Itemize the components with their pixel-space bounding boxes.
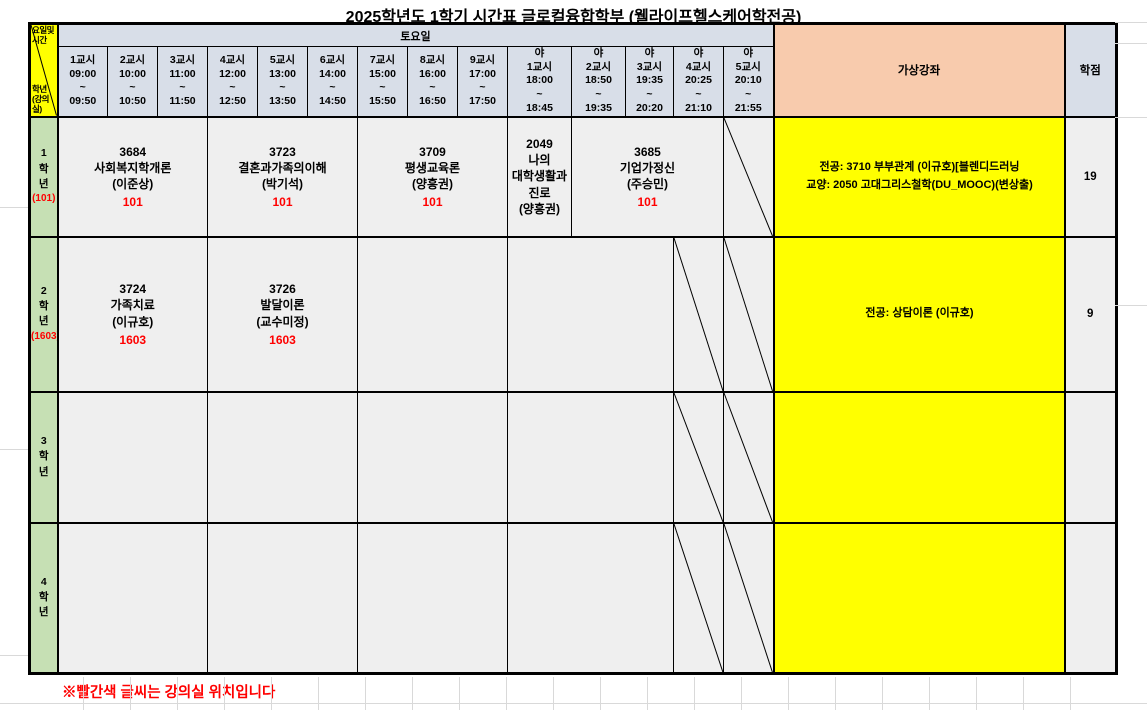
empty-cell bbox=[207, 391, 358, 524]
empty-cell bbox=[57, 522, 208, 674]
credits-cell: 19 bbox=[1064, 116, 1117, 238]
diagonal-line bbox=[674, 524, 723, 673]
course-room: 101 bbox=[272, 195, 293, 210]
course-cell: 3726 발달이론 (교수미정) 1603 bbox=[207, 236, 358, 393]
grade-label: 3 학 년 bbox=[38, 435, 49, 478]
grade-label: 1 학 년 bbox=[38, 147, 49, 190]
virtual-course-cell bbox=[772, 522, 1066, 674]
course-text: 2049 나의 대학생활과 진로 (양흥권) bbox=[511, 137, 568, 216]
empty-slashed-cell bbox=[673, 522, 724, 674]
course-room: 101 bbox=[637, 195, 658, 210]
period-header-night-1: 야 1교시 18:00 ~ 18:45 bbox=[507, 46, 572, 118]
grade-room-label: (1603) bbox=[31, 330, 58, 342]
credits-column-header: 학점 bbox=[1064, 23, 1117, 118]
diagonal-line bbox=[724, 393, 773, 522]
credits-cell bbox=[1064, 391, 1117, 524]
course-room: 1603 bbox=[269, 332, 296, 347]
diagonal-line bbox=[724, 118, 773, 236]
period-header-1: 1교시 09:00 ~ 09:50 bbox=[57, 46, 108, 118]
empty-slashed-cell bbox=[723, 522, 775, 674]
header-row-day: 요일및시간 학년 (강의실) 토요일 가상강좌 학점 bbox=[29, 23, 1117, 118]
empty-cell bbox=[357, 236, 508, 393]
empty-cell bbox=[507, 236, 674, 393]
course-room: 1603 bbox=[119, 332, 147, 347]
grade-4-row: 4 학 년 bbox=[29, 522, 1117, 674]
period-header-6: 6교시 14:00 ~ 14:50 bbox=[307, 46, 358, 118]
virtual-course-cell: 전공: 3710 부부관계 (이규호)[블렌디드러닝 교양: 2050 고대그리… bbox=[772, 116, 1066, 238]
red-text-legend-note: ※빨간색 글씨는 강의실 위치입니다 bbox=[62, 685, 276, 701]
grade-label: 4 학 년 bbox=[38, 575, 49, 619]
diagonal-line bbox=[724, 524, 773, 673]
empty-cell bbox=[207, 522, 358, 674]
virtual-course-text: 전공: 상담이론 (이규호) bbox=[865, 307, 974, 320]
course-text: 3724 가족치료 (이규호) bbox=[110, 282, 155, 329]
course-cell: 3685 기업가정신 (주승민) 101 bbox=[571, 116, 724, 238]
course-cell: 3724 가족치료 (이규호) 1603 bbox=[57, 236, 208, 393]
course-text: 3684 사회복지학개론 (이준상) bbox=[94, 144, 172, 192]
course-cell: 3684 사회복지학개론 (이준상) 101 bbox=[57, 116, 208, 238]
diagonal-line bbox=[674, 393, 723, 522]
virtual-course-cell bbox=[772, 391, 1066, 524]
period-header-2: 2교시 10:00 ~ 10:50 bbox=[107, 46, 158, 118]
diagonal-line bbox=[724, 238, 773, 391]
grade-2-row: 2 학 년 (1603) 3724 가족치료 (이규호) 1603 3726 발… bbox=[29, 236, 1117, 393]
empty-cell bbox=[357, 522, 508, 674]
empty-slashed-cell bbox=[723, 391, 775, 524]
empty-slashed-cell bbox=[673, 236, 724, 393]
course-cell: 3723 결혼과가족의이해 (박기석) 101 bbox=[207, 116, 358, 238]
corner-label-top: 요일및시간 bbox=[32, 25, 54, 45]
period-header-7: 7교시 15:00 ~ 15:50 bbox=[357, 46, 408, 118]
corner-cell: 요일및시간 학년 (강의실) bbox=[29, 23, 59, 118]
virtual-course-cell: 전공: 상담이론 (이규호) bbox=[772, 236, 1066, 393]
empty-cell bbox=[357, 391, 508, 524]
timetable: 요일및시간 학년 (강의실) 토요일 가상강좌 학점 1교시 09:00 ~ 0… bbox=[28, 22, 1118, 675]
empty-slashed-cell bbox=[723, 116, 775, 238]
course-text: 3723 결혼과가족의이해 (박기석) bbox=[238, 144, 327, 192]
virtual-course-column-header: 가상강좌 bbox=[772, 23, 1066, 118]
period-header-night-2: 야 2교시 18:50 ~ 19:35 bbox=[571, 46, 626, 118]
period-header-night-5: 야 5교시 20:10 ~ 21:55 bbox=[723, 46, 775, 118]
empty-cell bbox=[57, 391, 208, 524]
diagonal-line bbox=[674, 238, 723, 391]
grade-3-row: 3 학 년 bbox=[29, 391, 1117, 524]
virtual-course-text: 전공: 3710 부부관계 (이규호)[블렌디드러닝 교양: 2050 고대그리… bbox=[806, 160, 1033, 191]
course-cell: 3709 평생교육론 (양흥권) 101 bbox=[357, 116, 508, 238]
grade-1-header: 1 학 년 (101) bbox=[29, 116, 59, 238]
course-text: 3685 기업가정신 (주승민) bbox=[619, 144, 676, 192]
course-cell: 2049 나의 대학생활과 진로 (양흥권) bbox=[507, 116, 572, 238]
credits-cell: 9 bbox=[1064, 236, 1117, 393]
credits-cell bbox=[1064, 522, 1117, 674]
period-header-9: 9교시 17:00 ~ 17:50 bbox=[457, 46, 508, 118]
empty-slashed-cell bbox=[673, 391, 724, 524]
grade-4-header: 4 학 년 bbox=[29, 522, 59, 674]
empty-cell bbox=[507, 522, 674, 674]
course-room: 101 bbox=[122, 195, 143, 210]
header-row-periods: 1교시 09:00 ~ 09:50 2교시 10:00 ~ 10:50 3교시 … bbox=[30, 46, 1117, 118]
period-header-5: 5교시 13:00 ~ 13:50 bbox=[257, 46, 308, 118]
day-header-saturday: 토요일 bbox=[57, 23, 774, 47]
grade-3-header: 3 학 년 bbox=[29, 391, 59, 524]
corner-label-bottom: 학년 (강의실) bbox=[32, 84, 49, 114]
period-header-night-3: 야 3교시 19:35 ~ 20:20 bbox=[625, 46, 674, 118]
empty-slashed-cell bbox=[723, 236, 775, 393]
empty-cell bbox=[507, 391, 674, 524]
period-header-8: 8교시 16:00 ~ 16:50 bbox=[407, 46, 458, 118]
grade-1-row: 1 학 년 (101) 3684 사회복지학개론 (이준상) 101 3723 … bbox=[29, 116, 1117, 238]
page-title: 2025학년도 1학기 시간표 글로컬융합학부 (웰라이프헬스케어학전공) bbox=[345, 9, 802, 26]
period-header-3: 3교시 11:00 ~ 11:50 bbox=[157, 46, 208, 118]
grade-room-label: (101) bbox=[32, 193, 56, 205]
grade-2-header: 2 학 년 (1603) bbox=[29, 236, 59, 393]
grade-label: 2 학 년 bbox=[38, 284, 49, 328]
diagonal-line bbox=[31, 25, 57, 116]
course-room: 101 bbox=[422, 195, 443, 210]
period-header-night-4: 야 4교시 20:25 ~ 21:10 bbox=[673, 46, 724, 118]
course-text: 3709 평생교육론 (양흥권) bbox=[404, 144, 461, 192]
course-text: 3726 발달이론 (교수미정) bbox=[256, 282, 309, 329]
period-header-4: 4교시 12:00 ~ 12:50 bbox=[207, 46, 258, 118]
